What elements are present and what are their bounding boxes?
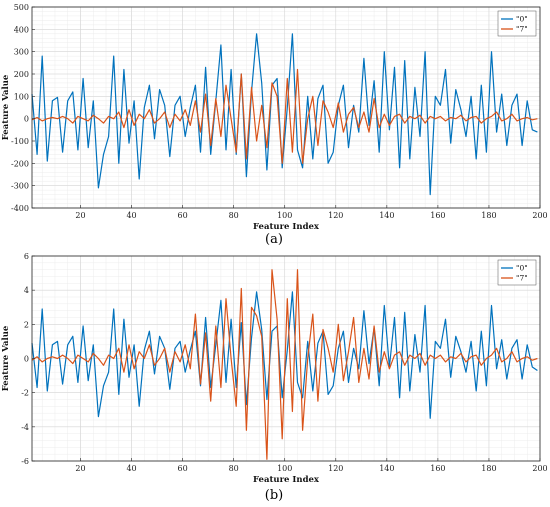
x-tick-label: 40 bbox=[126, 464, 136, 473]
x-tick-label: 20 bbox=[75, 211, 85, 220]
x-tick-label: 80 bbox=[229, 464, 239, 473]
x-tick-label: 100 bbox=[277, 464, 292, 473]
x-tick-label: 80 bbox=[229, 211, 239, 220]
y-tick-label: 6 bbox=[24, 252, 29, 261]
y-tick-label: -4 bbox=[21, 423, 29, 432]
x-tick-label: 100 bbox=[277, 211, 292, 220]
chart-panel-2: 20 40 60 80 100 120 140 160 180 200 -6 -4 -2 0 2 4 6 Feat… bbox=[1, 252, 548, 503]
x-tick-label: 180 bbox=[481, 464, 496, 473]
legend-box bbox=[497, 10, 537, 37]
axes-box bbox=[31, 6, 541, 209]
panel-caption: (a) bbox=[265, 232, 283, 247]
legend-entry-label: "0" bbox=[516, 15, 528, 24]
y-tick-label: 4 bbox=[24, 286, 29, 295]
x-tick-label: 20 bbox=[75, 464, 85, 473]
series-line-seven bbox=[31, 68, 538, 164]
y-tick-label: 2 bbox=[24, 320, 29, 329]
x-tick-label: 200 bbox=[532, 211, 547, 220]
x-tick-label: 140 bbox=[379, 211, 394, 220]
y-tick-label: -2 bbox=[21, 389, 29, 398]
y-tick-label: 200 bbox=[14, 70, 29, 79]
x-tick-label: 120 bbox=[328, 211, 343, 220]
x-axis-label: Feature Index bbox=[253, 475, 320, 485]
y-tick-label: 0 bbox=[24, 115, 29, 124]
series-line-seven bbox=[31, 269, 538, 460]
x-tick-label: 120 bbox=[328, 464, 343, 473]
y-tick-label: 300 bbox=[14, 48, 29, 57]
y-tick-label: -6 bbox=[21, 457, 29, 466]
y-axis-label: Feature Value bbox=[1, 325, 11, 391]
y-tick-label: 400 bbox=[14, 25, 29, 34]
y-tick-label: -100 bbox=[11, 137, 29, 146]
legend-entry-label: "7" bbox=[516, 274, 528, 283]
x-tick-label: 160 bbox=[430, 464, 445, 473]
y-tick-label: -300 bbox=[11, 182, 29, 191]
x-tick-label: 40 bbox=[126, 211, 136, 220]
x-tick-label: 60 bbox=[178, 211, 188, 220]
panel-caption: (b) bbox=[265, 488, 283, 503]
x-axis-label: Feature Index bbox=[253, 222, 320, 232]
x-tick-label: 160 bbox=[430, 211, 445, 220]
legend-entry-label: "0" bbox=[516, 264, 528, 273]
series-line-zero bbox=[31, 33, 538, 196]
y-tick-label: -400 bbox=[11, 204, 29, 213]
x-tick-label: 140 bbox=[379, 464, 394, 473]
legend-entry-label: "7" bbox=[516, 25, 528, 34]
y-tick-label: 100 bbox=[14, 92, 29, 101]
x-tick-label: 180 bbox=[481, 211, 496, 220]
chart-panel-1: 20 40 60 80 100 120 140 160 180 200 -400 -300 -200 -1… bbox=[1, 3, 548, 247]
y-tick-label: 0 bbox=[24, 355, 29, 364]
legend-box bbox=[497, 259, 537, 286]
x-tick-label: 200 bbox=[532, 464, 547, 473]
x-tick-label: 60 bbox=[178, 464, 188, 473]
y-tick-label: 500 bbox=[14, 3, 29, 12]
y-axis-label: Feature Value bbox=[1, 74, 11, 140]
y-tick-label: -200 bbox=[11, 159, 29, 168]
